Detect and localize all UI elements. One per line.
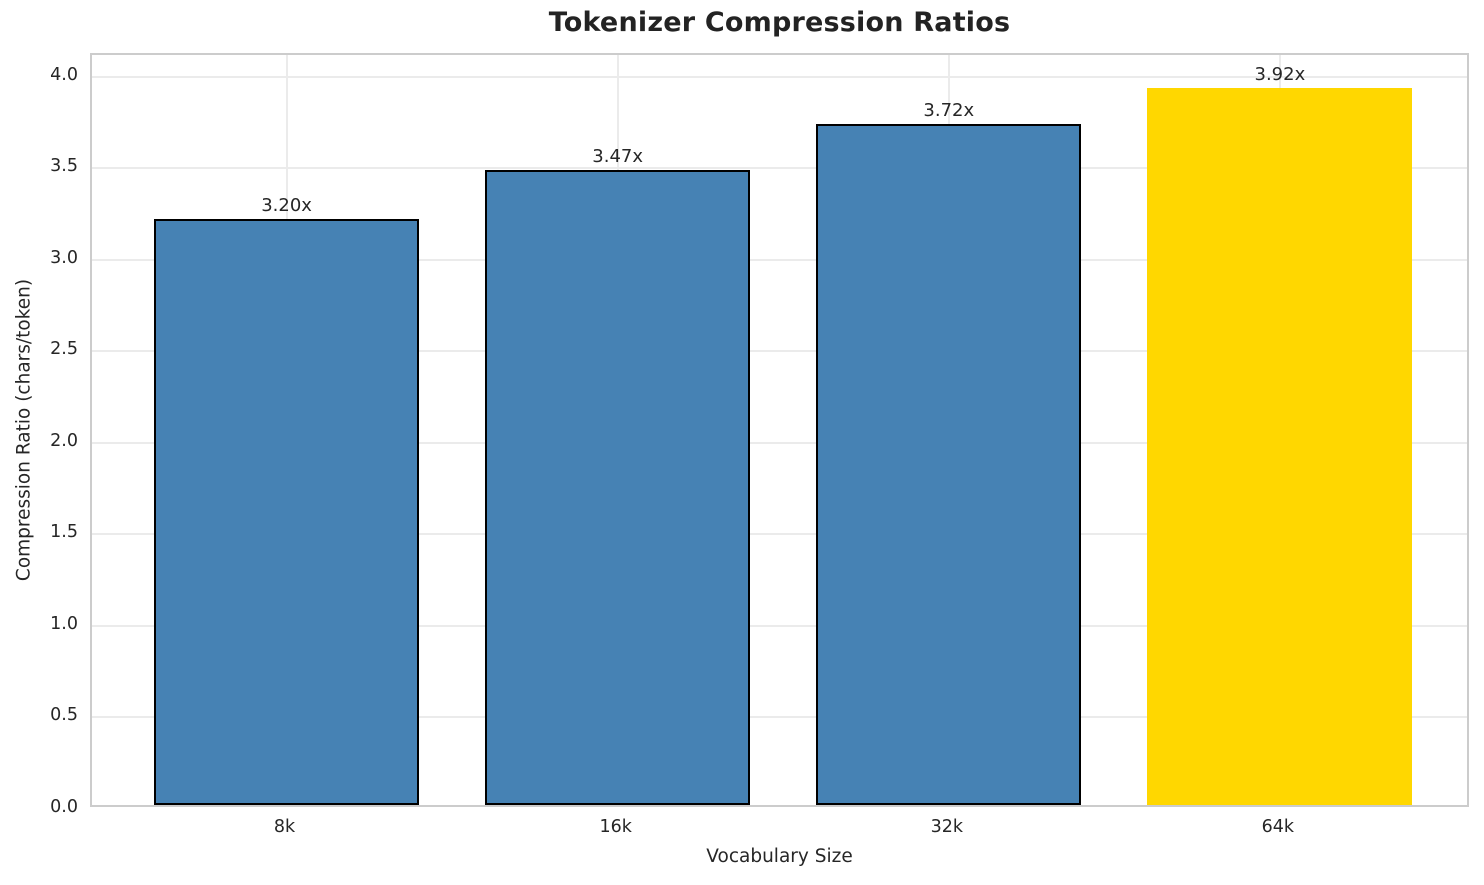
h-gridline bbox=[92, 75, 1467, 78]
y-tick-label: 3.5 bbox=[50, 156, 78, 177]
x-tick-label: 32k bbox=[930, 817, 963, 837]
h-gridline bbox=[92, 716, 1467, 719]
y-tick-label: 3.0 bbox=[50, 247, 78, 268]
y-tick-label: 4.0 bbox=[50, 64, 78, 85]
x-tick-label: 8k bbox=[273, 817, 296, 837]
bar-64k bbox=[1147, 87, 1413, 805]
bar-8k bbox=[154, 219, 420, 805]
y-tick-label: 2.5 bbox=[50, 339, 78, 360]
x-axis-label: Vocabulary Size bbox=[706, 846, 853, 867]
h-gridline bbox=[92, 167, 1467, 170]
y-tick-label: 1.5 bbox=[50, 522, 78, 543]
bar-32k bbox=[816, 124, 1082, 805]
y-tick-label: 0.0 bbox=[50, 797, 78, 817]
h-gridline bbox=[92, 258, 1467, 261]
x-tick-label: 64k bbox=[1261, 817, 1295, 837]
h-gridline bbox=[92, 441, 1467, 444]
y-tick-label: 1.0 bbox=[50, 613, 78, 634]
h-gridline bbox=[92, 624, 1467, 627]
h-gridline bbox=[92, 533, 1467, 536]
y-tick-label: 2.0 bbox=[50, 430, 78, 451]
bar-value-label: 3.72x bbox=[923, 100, 975, 122]
bar-value-label: 3.20x bbox=[261, 195, 312, 217]
bar-16k bbox=[485, 169, 751, 805]
plot-area: 3.20x 3.47x 3.72x 3.92x bbox=[90, 53, 1469, 807]
x-tick-label: 16k bbox=[599, 817, 632, 837]
bar-value-label: 3.47x bbox=[592, 145, 644, 167]
bar-value-label: 3.92x bbox=[1254, 63, 1306, 85]
y-tick-label: 0.5 bbox=[50, 705, 78, 726]
chart-title: Tokenizer Compression Ratios bbox=[548, 7, 1011, 38]
h-gridline bbox=[92, 350, 1467, 353]
